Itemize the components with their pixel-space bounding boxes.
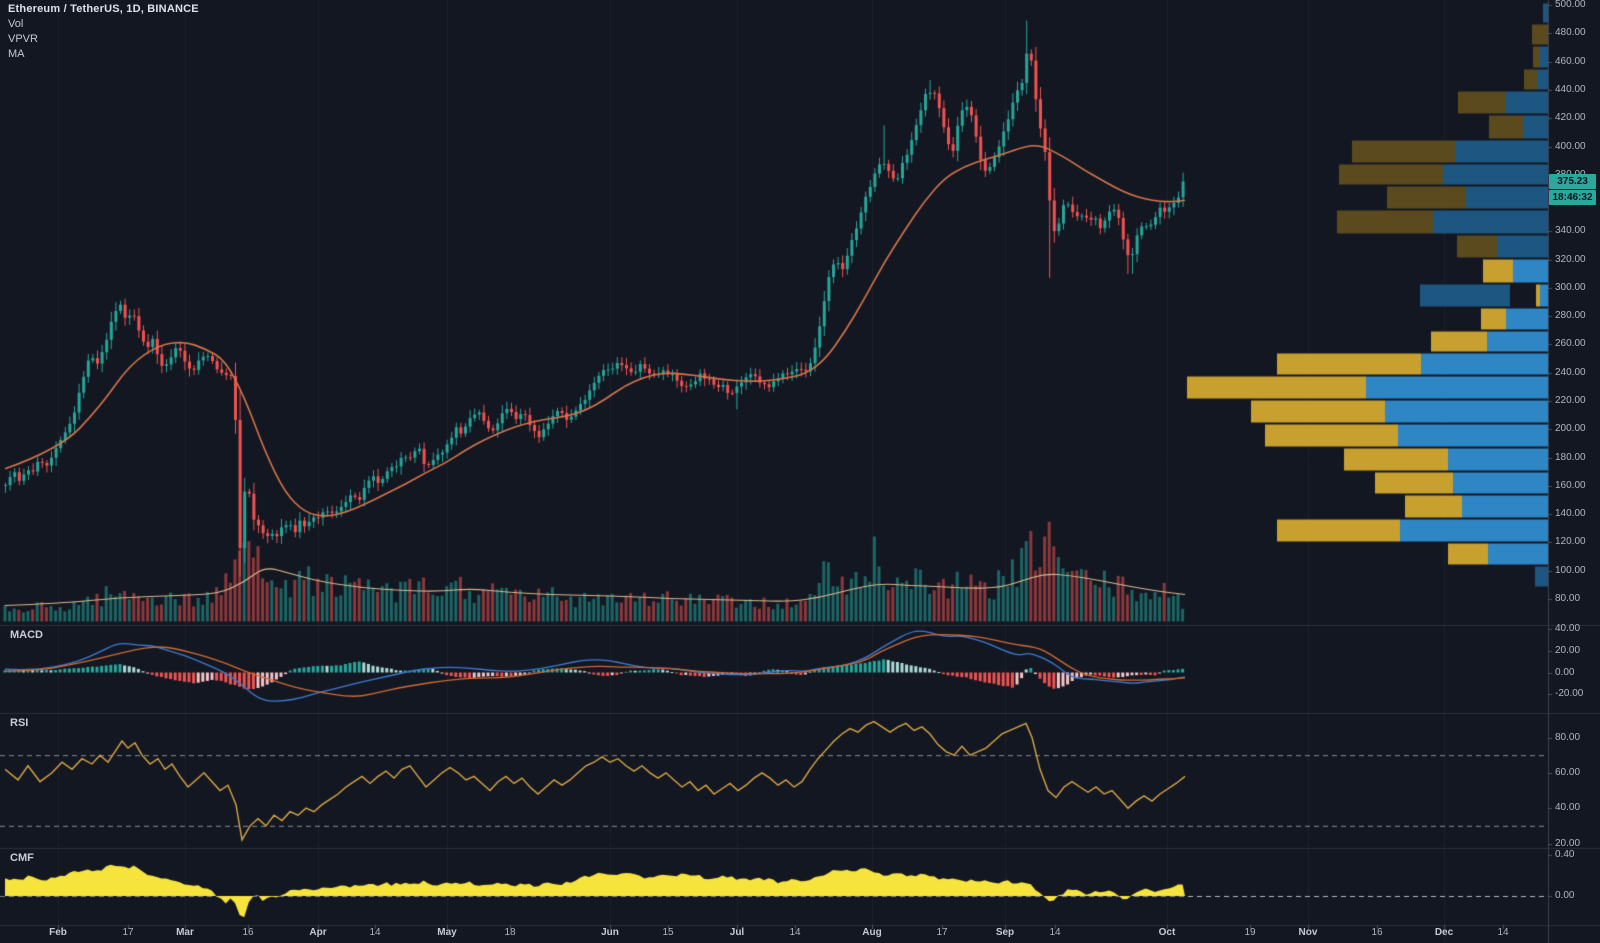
price-axis-label: 460.00 — [1555, 55, 1586, 67]
price-axis-label: 320.00 — [1555, 253, 1586, 265]
price-axis-label: 260.00 — [1555, 338, 1586, 350]
rsi-axis-label: 80.00 — [1555, 731, 1581, 743]
price-axis-label: 340.00 — [1555, 225, 1586, 237]
time-axis-label: Aug — [862, 927, 882, 938]
price-axis-label: 500.00 — [1555, 0, 1586, 11]
price-axis-label: 440.00 — [1555, 83, 1586, 95]
price-axis-label: 480.00 — [1555, 27, 1586, 39]
last-price-tag: 375.23 — [1549, 174, 1596, 190]
price-axis-label: 280.00 — [1555, 310, 1586, 322]
rsi-panel-label[interactable]: RSI — [10, 717, 29, 729]
time-axis-label: 14 — [369, 927, 381, 938]
price-axis-label: 160.00 — [1555, 479, 1586, 491]
price-axis-label: 140.00 — [1555, 508, 1586, 520]
time-axis-label: Jul — [729, 927, 745, 938]
time-axis-label: Dec — [1434, 927, 1454, 938]
macd-panel-label[interactable]: MACD — [10, 629, 43, 641]
indicator-vpvr[interactable]: VPVR — [8, 33, 38, 45]
time-axis-label: Nov — [1298, 927, 1318, 938]
time-axis-label: Apr — [309, 927, 327, 938]
time-axis-label: Sep — [995, 927, 1015, 938]
cmf-panel-label[interactable]: CMF — [10, 852, 34, 864]
price-axis[interactable]: 500.00480.00460.00440.00420.00400.00380.… — [1548, 0, 1600, 925]
price-axis-label: 180.00 — [1555, 451, 1586, 463]
price-axis-label: 400.00 — [1555, 140, 1586, 152]
time-axis-label: 19 — [1244, 927, 1256, 938]
time-axis-label: 15 — [662, 927, 674, 938]
time-axis-label: 17 — [122, 927, 134, 938]
countdown-tag: 18:46:32 — [1549, 190, 1596, 206]
indicator-ma[interactable]: MA — [8, 48, 25, 60]
price-axis-label: 300.00 — [1555, 281, 1586, 293]
time-axis-label: 18 — [504, 927, 516, 938]
macd-axis-label: -20.00 — [1555, 688, 1584, 700]
price-axis-label: 120.00 — [1555, 536, 1586, 548]
cmf-axis-label: 0.00 — [1555, 890, 1575, 901]
price-axis-label: 100.00 — [1555, 564, 1586, 576]
time-axis-label: 16 — [242, 927, 254, 938]
macd-axis-label: 20.00 — [1555, 644, 1581, 656]
symbol-title[interactable]: Ethereum / TetherUS, 1D, BINANCE — [8, 3, 199, 15]
macd-axis-label: 40.00 — [1555, 623, 1581, 635]
rsi-axis-label: 60.00 — [1555, 766, 1581, 778]
time-axis-label: Jun — [601, 927, 619, 938]
time-axis-label: 14 — [789, 927, 801, 938]
price-axis-label: 220.00 — [1555, 394, 1586, 406]
time-axis-label: Oct — [1158, 927, 1176, 938]
time-axis-label: 14 — [1497, 927, 1509, 938]
chart-legend: Ethereum / TetherUS, 1D, BINANCE Vol VPV… — [8, 2, 199, 61]
cmf-axis-label: 0.40 — [1555, 849, 1575, 860]
price-axis-label: 200.00 — [1555, 423, 1586, 435]
time-axis-label: 17 — [936, 927, 948, 938]
rsi-axis-label: 20.00 — [1555, 837, 1581, 849]
price-axis-label: 240.00 — [1555, 366, 1586, 378]
price-axis-label: 420.00 — [1555, 112, 1586, 124]
rsi-axis-label: 40.00 — [1555, 802, 1581, 814]
time-axis-label: May — [437, 927, 457, 938]
time-axis[interactable]: Feb 17 Mar 16 Apr 14 May 18 Jun 15 Jul 14 Aug 17 Sep 14… — [0, 925, 1600, 943]
time-axis-label: Feb — [49, 927, 67, 938]
time-axis-label: 14 — [1049, 927, 1061, 938]
price-axis-label: 80.00 — [1555, 592, 1581, 604]
indicator-vol[interactable]: Vol — [8, 18, 24, 30]
time-axis-label: 16 — [1371, 927, 1383, 938]
time-axis-label: Mar — [176, 927, 194, 938]
macd-axis-label: 0.00 — [1555, 666, 1575, 678]
